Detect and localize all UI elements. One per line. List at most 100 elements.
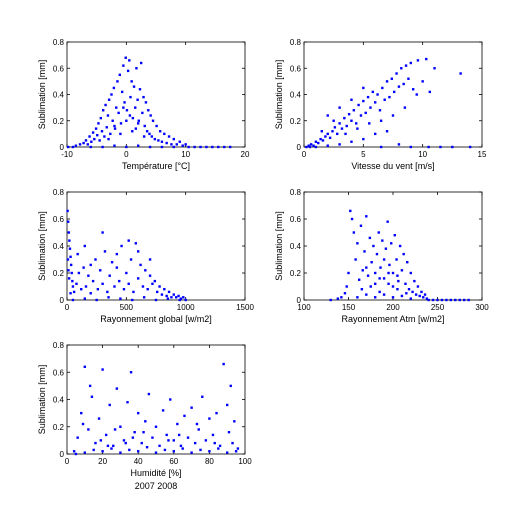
plot-1-y-tick-label: 0.6 xyxy=(53,64,65,73)
plot-4-x-tick-label: 250 xyxy=(431,303,445,312)
plot-3-point xyxy=(71,298,75,302)
plot-3-point xyxy=(115,266,119,269)
plot-4-x-axis-label: Rayonnement Atm [w/m2] xyxy=(341,314,444,324)
plot-3-point xyxy=(101,231,104,234)
plot-2-point xyxy=(326,114,329,117)
plot-5-x-tick-label: 60 xyxy=(169,457,178,466)
plot-2-y-tick-label: 0 xyxy=(297,143,302,152)
plot-4-point xyxy=(407,288,411,291)
plot-1-point xyxy=(132,85,136,88)
plot-3-point xyxy=(68,239,71,242)
plot-5-point xyxy=(179,444,183,448)
plot-4-point xyxy=(420,290,423,294)
plot-2-y-tick-label: 0.8 xyxy=(290,38,302,47)
plot-1-point xyxy=(119,122,123,125)
plot-3-point xyxy=(82,266,85,269)
plot-1-x-tick-label: 20 xyxy=(241,150,250,159)
plot-1-point xyxy=(135,67,138,70)
plot-1-point xyxy=(94,127,98,130)
plot-3-point xyxy=(118,279,121,283)
plot-5-point xyxy=(201,395,204,398)
plot-1-point xyxy=(137,144,140,147)
plot-1-point xyxy=(93,137,96,141)
plot-2-point xyxy=(407,77,410,80)
plot-1-point xyxy=(170,143,173,146)
plot-1-point xyxy=(199,145,202,149)
plot-5-point xyxy=(231,441,234,445)
plot-5-point xyxy=(101,368,104,371)
plot-1-point xyxy=(118,73,122,77)
plot-4-y-tick-label: 0.4 xyxy=(290,242,302,251)
plot-4-point xyxy=(393,234,396,237)
plot-2-point xyxy=(307,144,310,147)
plot-3-point xyxy=(134,242,138,245)
plot-5-x-tick-label: 20 xyxy=(98,457,107,466)
plot-4-point xyxy=(384,247,388,250)
plot-5-point xyxy=(195,422,199,426)
plot-5-point xyxy=(226,403,229,407)
plot-1-point xyxy=(84,139,88,142)
plot-3-point xyxy=(83,297,86,300)
plot-4-y-tick-label: 0.2 xyxy=(290,269,302,278)
plot-1-point xyxy=(98,139,101,142)
plot-5-point xyxy=(190,406,193,409)
plot-4-point xyxy=(382,277,386,280)
plot-4-point xyxy=(377,231,380,234)
plot-2-point xyxy=(357,103,360,107)
plot-1-point xyxy=(155,124,158,128)
plot-1-y-tick-label: 0.2 xyxy=(53,117,65,126)
plot-4-point xyxy=(350,217,354,221)
plot-3-point xyxy=(182,296,185,299)
plot-1-point xyxy=(66,145,70,149)
plot-3-point xyxy=(80,288,83,291)
plot-1-point xyxy=(112,86,116,90)
plot-3-point xyxy=(165,294,168,298)
plot-5-point xyxy=(183,414,186,418)
plot-2-point xyxy=(368,122,371,125)
plot-1-point xyxy=(120,90,124,94)
plot-3-point xyxy=(151,282,154,285)
plot-3-point xyxy=(122,288,126,291)
plot-2-point xyxy=(359,114,363,117)
plot-5-point xyxy=(108,403,111,407)
plot-5-point xyxy=(110,447,113,450)
plot-5-point xyxy=(197,428,200,431)
plot-2-point xyxy=(369,106,372,109)
plot-3-point xyxy=(72,290,76,294)
plot-1-point xyxy=(205,145,208,149)
plot-2-point xyxy=(425,57,428,61)
plot-5-point xyxy=(154,425,158,428)
plot-4-point xyxy=(361,269,364,272)
plot-2-point xyxy=(321,139,325,142)
plot-1-point xyxy=(211,145,214,149)
plot-2-point xyxy=(338,106,341,109)
plot-5-point xyxy=(97,417,101,420)
plot-1-point xyxy=(147,109,150,112)
plot-5-point xyxy=(137,450,140,453)
plot-2-point xyxy=(439,145,442,149)
plot-2-point xyxy=(400,67,403,70)
plot-4-point xyxy=(378,277,381,280)
figure-caption: 2007 2008 xyxy=(135,481,178,491)
plot-1-point xyxy=(113,127,117,130)
plot-2-point xyxy=(390,77,394,80)
plot-2-point xyxy=(320,130,323,133)
plot-5-point xyxy=(151,436,154,439)
plot-5-point xyxy=(158,444,161,448)
plot-4-point xyxy=(363,250,366,253)
plot-1-point xyxy=(97,122,100,125)
plot-4-point xyxy=(365,215,368,218)
plot-1-point xyxy=(142,135,146,138)
plot-2-point xyxy=(392,90,396,94)
plot-4-point xyxy=(414,293,418,296)
plot-1-point xyxy=(157,139,160,142)
plot-2-point xyxy=(344,132,347,136)
plot-2-point xyxy=(312,144,315,147)
plot-3-point xyxy=(142,296,146,299)
plot-2-point xyxy=(402,82,405,86)
plot-2-point xyxy=(397,143,401,146)
plot-2-point xyxy=(366,95,370,99)
plot-3-point xyxy=(144,269,147,272)
plot-4-point xyxy=(402,252,405,256)
plot-4-point xyxy=(378,290,381,294)
